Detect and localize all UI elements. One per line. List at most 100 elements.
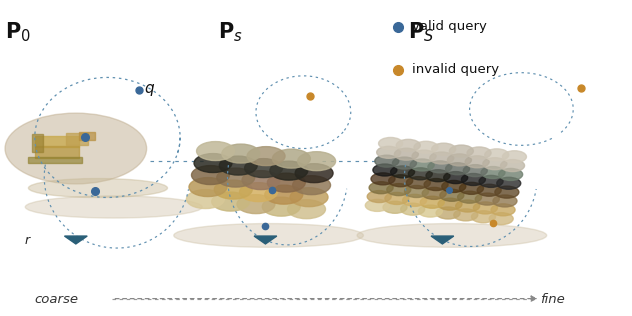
Circle shape <box>481 167 505 179</box>
Circle shape <box>375 155 399 167</box>
Bar <box>35 136 79 147</box>
Ellipse shape <box>357 224 547 247</box>
Circle shape <box>463 165 487 177</box>
Circle shape <box>465 156 489 168</box>
Bar <box>32 134 43 152</box>
Circle shape <box>367 191 391 203</box>
Circle shape <box>245 159 283 178</box>
Circle shape <box>272 149 310 168</box>
Circle shape <box>420 196 444 208</box>
Text: $\mathbf{P}_S$: $\mathbf{P}_S$ <box>408 20 434 44</box>
Text: $r$: $r$ <box>24 234 32 247</box>
Circle shape <box>483 158 507 170</box>
Text: coarse: coarse <box>35 293 79 306</box>
Polygon shape <box>431 236 454 244</box>
Circle shape <box>403 194 427 206</box>
Circle shape <box>371 173 395 185</box>
Circle shape <box>391 166 415 178</box>
Circle shape <box>191 166 229 185</box>
Text: fine: fine <box>540 293 565 306</box>
Circle shape <box>247 147 285 166</box>
Circle shape <box>418 205 442 217</box>
Circle shape <box>186 190 224 209</box>
Ellipse shape <box>174 224 363 247</box>
Circle shape <box>5 113 147 184</box>
Circle shape <box>396 139 420 151</box>
Circle shape <box>222 144 260 163</box>
Text: invalid query: invalid query <box>412 63 499 76</box>
Circle shape <box>242 171 280 190</box>
Circle shape <box>373 164 397 176</box>
Circle shape <box>404 185 428 198</box>
Circle shape <box>237 195 275 214</box>
Circle shape <box>219 156 257 175</box>
Text: $\mathbf{P}_0$: $\mathbf{P}_0$ <box>5 20 31 44</box>
Circle shape <box>479 175 503 187</box>
Circle shape <box>401 203 425 215</box>
Circle shape <box>467 147 491 159</box>
Circle shape <box>456 200 480 212</box>
Circle shape <box>392 157 416 169</box>
Circle shape <box>290 188 328 207</box>
Circle shape <box>497 177 521 189</box>
Circle shape <box>379 137 403 149</box>
Circle shape <box>194 154 232 173</box>
Text: $q$: $q$ <box>144 82 155 98</box>
Circle shape <box>270 161 308 180</box>
Circle shape <box>414 141 438 153</box>
Circle shape <box>436 207 460 219</box>
Circle shape <box>383 201 407 213</box>
Circle shape <box>442 180 466 192</box>
Circle shape <box>262 197 300 216</box>
Circle shape <box>369 182 393 194</box>
Circle shape <box>385 192 409 204</box>
Circle shape <box>444 172 468 184</box>
Bar <box>28 157 82 163</box>
Circle shape <box>438 198 462 210</box>
Circle shape <box>189 178 227 197</box>
Circle shape <box>267 173 305 192</box>
Ellipse shape <box>28 179 167 198</box>
Circle shape <box>265 185 303 204</box>
Circle shape <box>394 148 418 160</box>
Circle shape <box>240 183 277 202</box>
Circle shape <box>499 168 523 180</box>
Circle shape <box>197 142 234 161</box>
Circle shape <box>440 189 464 201</box>
Circle shape <box>424 179 448 191</box>
Circle shape <box>461 173 485 185</box>
Polygon shape <box>254 236 277 244</box>
Circle shape <box>489 213 513 225</box>
Circle shape <box>502 151 526 163</box>
Circle shape <box>432 143 456 155</box>
Circle shape <box>477 184 501 196</box>
Circle shape <box>475 193 499 205</box>
Circle shape <box>288 200 325 219</box>
Circle shape <box>446 163 470 175</box>
Circle shape <box>495 186 519 198</box>
Text: valid query: valid query <box>412 20 487 33</box>
Circle shape <box>493 195 517 207</box>
Text: $\mathbf{P}_s$: $\mathbf{P}_s$ <box>218 20 243 44</box>
Circle shape <box>485 149 509 161</box>
Bar <box>35 146 79 158</box>
Ellipse shape <box>25 196 202 218</box>
Circle shape <box>408 168 432 180</box>
Circle shape <box>298 152 336 171</box>
Circle shape <box>459 182 483 194</box>
Circle shape <box>295 164 333 183</box>
Circle shape <box>387 184 411 196</box>
Circle shape <box>501 160 525 172</box>
Circle shape <box>449 145 473 157</box>
Circle shape <box>422 187 446 199</box>
Circle shape <box>365 199 389 211</box>
Circle shape <box>473 202 497 214</box>
Circle shape <box>428 161 452 173</box>
Circle shape <box>454 209 478 221</box>
Circle shape <box>426 170 450 182</box>
Polygon shape <box>64 236 87 244</box>
Circle shape <box>412 150 436 162</box>
Circle shape <box>389 175 413 187</box>
Circle shape <box>212 192 250 211</box>
Bar <box>79 132 95 140</box>
